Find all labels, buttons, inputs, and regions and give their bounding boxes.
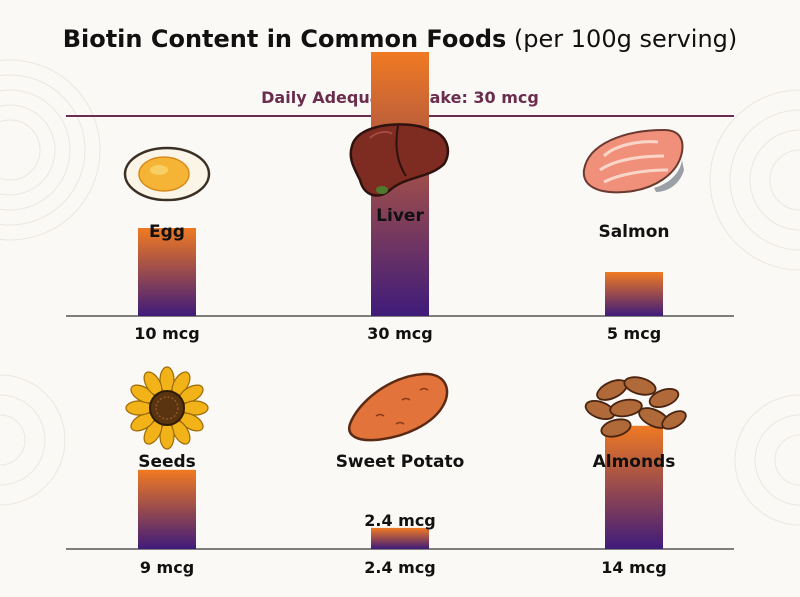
food-label-almonds: Almonds [593,452,676,472]
sunflower-icon [125,366,209,450]
bars [138,52,663,549]
bar-sweet-potato [371,527,429,549]
liver-icon [349,123,450,197]
chart-title-main: Biotin Content in Common Foods [62,25,507,53]
boiled-egg-icon [123,146,211,202]
bar-annotation-sweet-potato: 2.4 mcg [364,511,436,530]
value-label-seeds: 9 mcg [140,558,194,577]
chart-title-sub: (per 100g serving) [513,25,738,53]
bar-egg [138,228,196,316]
bar-almonds [605,425,663,549]
value-label-egg: 10 mcg [134,324,199,343]
chart-title: Biotin Content in Common Foods (per 100g… [0,22,800,56]
value-label-sweet-potato: 2.4 mcg [364,558,436,577]
sweet-potato-icon [347,372,449,442]
value-label-salmon: 5 mcg [607,324,661,343]
food-label-sweet-potato: Sweet Potato [336,452,465,472]
bar-seeds [138,469,196,549]
food-label-salmon: Salmon [598,222,669,242]
value-label-liver: 30 mcg [367,324,432,343]
bar-salmon [605,272,663,316]
food-label-seeds: Seeds [138,452,196,472]
food-label-liver: Liver [376,206,424,226]
value-label-almonds: 14 mcg [601,558,666,577]
salmon-fillet-icon [582,128,686,194]
food-label-egg: Egg [149,222,185,242]
